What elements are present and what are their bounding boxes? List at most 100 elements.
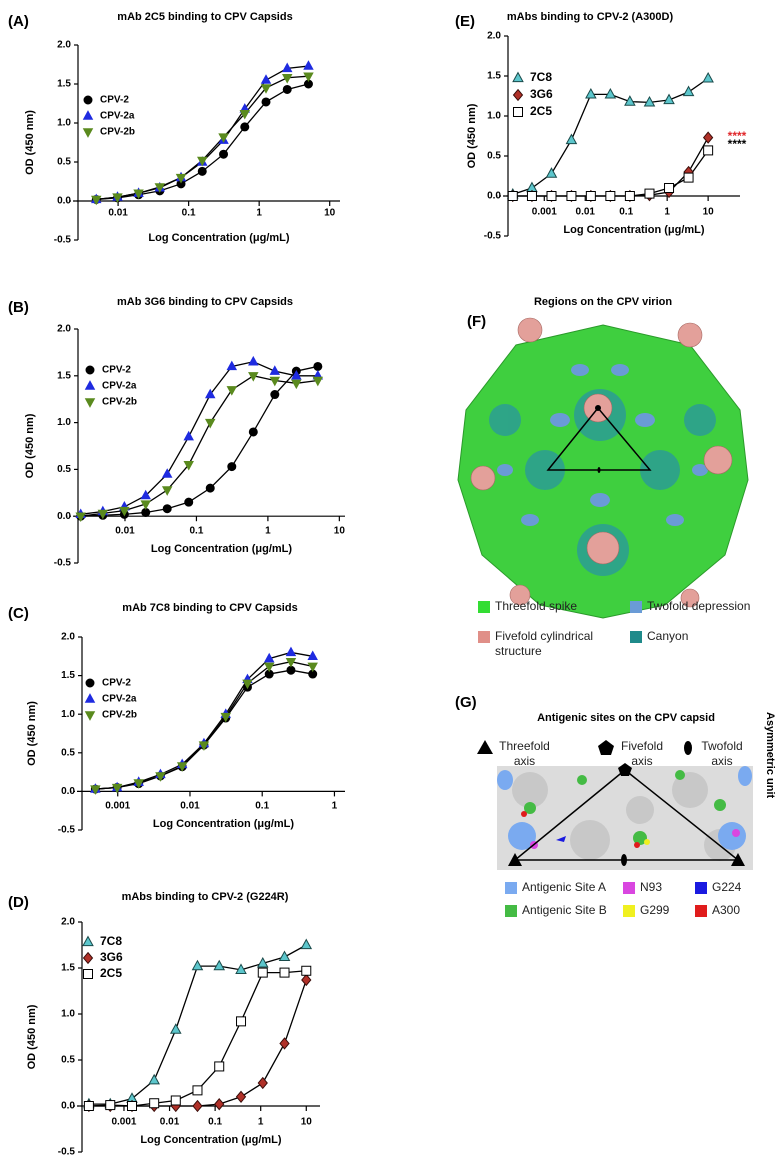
marker: [292, 380, 301, 388]
x-tick-label: 1: [265, 526, 271, 537]
series-line: [513, 138, 708, 196]
x-axis-label: Log Concentration (μg/mL): [140, 1134, 281, 1146]
y-tick-label: -0.5: [54, 558, 72, 569]
marker: [262, 98, 270, 106]
y-tick-label: 0.5: [61, 1055, 75, 1066]
marker: [302, 966, 311, 975]
marker: [249, 428, 257, 436]
panel-label: (F): [467, 313, 486, 330]
marker: [586, 192, 595, 201]
marker: [206, 484, 214, 492]
y-axis-label: OD (450 nm): [26, 701, 38, 766]
x-tick-label: 0.01: [160, 1117, 180, 1128]
y-tick-label: 0.0: [57, 196, 71, 207]
legend-marker: [84, 129, 93, 137]
y-tick-label: 1.0: [487, 111, 501, 122]
legend-marker: [86, 399, 95, 407]
y-tick-label: 0.0: [487, 191, 501, 202]
marker: [625, 192, 634, 201]
x-tick-label: 0.1: [189, 526, 203, 537]
legend-marker: [83, 937, 93, 946]
chart-title: mAb 2C5 binding to CPV Capsids: [117, 11, 292, 23]
panel-title: Regions on the CPV virion: [534, 296, 672, 308]
legend-marker: [84, 953, 93, 964]
y-tick-label: 0.5: [57, 157, 71, 168]
marker: [163, 469, 172, 477]
legend-swatch: [505, 905, 517, 917]
marker: [586, 89, 596, 98]
y-tick-label: 1.0: [57, 417, 71, 428]
marker: [703, 73, 713, 82]
legend-swatch: [630, 631, 642, 643]
marker: [301, 940, 311, 949]
x-tick-label: 0.1: [619, 207, 633, 218]
marker: [149, 1075, 159, 1084]
marker: [508, 192, 517, 201]
legend-marker: [84, 970, 93, 979]
marker: [258, 1078, 267, 1089]
x-tick-label: 10: [703, 207, 715, 218]
marker: [302, 975, 311, 986]
legend-label: CPV-2: [102, 365, 131, 376]
marker: [265, 663, 274, 671]
marker: [237, 1017, 246, 1026]
legend-swatch: [630, 601, 642, 613]
panel-label: (B): [8, 299, 29, 316]
marker: [547, 168, 557, 177]
legend-marker: [513, 73, 523, 82]
marker: [198, 167, 206, 175]
marker: [193, 1101, 202, 1112]
marker: [106, 1101, 115, 1110]
legend-label: CPV-2a: [100, 111, 135, 122]
marker: [308, 663, 317, 671]
legend-swatch: [478, 631, 490, 643]
x-tick-label: 0.001: [532, 207, 557, 218]
chart-title: mAb 7C8 binding to CPV Capsids: [122, 602, 297, 614]
chart-title: mAbs binding to CPV-2 (A300D): [507, 11, 674, 23]
x-tick-label: 1: [664, 207, 670, 218]
axis-symbol-label: Fivefold axis: [616, 739, 668, 769]
marker: [215, 1062, 224, 1071]
x-tick-label: 0.001: [111, 1117, 136, 1128]
y-tick-label: -0.5: [484, 231, 502, 242]
legend-label: G224: [712, 880, 741, 895]
marker: [228, 463, 236, 471]
y-tick-label: 1.5: [61, 963, 75, 974]
panel-label: (A): [8, 13, 29, 30]
series-line: [95, 652, 312, 789]
x-tick-label: 1: [256, 208, 262, 219]
marker: [150, 1099, 159, 1108]
legend-marker: [86, 381, 95, 389]
chart-title: mAbs binding to CPV-2 (G224R): [122, 891, 289, 903]
panel-label: (G): [455, 694, 477, 711]
chart-title: mAb 3G6 binding to CPV Capsids: [117, 296, 293, 308]
side-label: Asymmetric unit: [764, 712, 776, 799]
legend-label: Fivefold cylindrical structure: [495, 629, 625, 659]
marker: [704, 132, 713, 143]
x-tick-label: 0.01: [115, 526, 135, 537]
marker: [606, 192, 615, 201]
y-tick-label: 1.5: [61, 670, 75, 681]
y-tick-label: 0.0: [61, 786, 75, 797]
marker: [171, 1096, 180, 1105]
legend-swatch: [478, 601, 490, 613]
marker: [84, 1102, 93, 1111]
panel-label: (D): [8, 894, 29, 911]
legend-label: 3G6: [100, 950, 123, 964]
x-tick-label: 10: [324, 208, 336, 219]
marker: [241, 123, 249, 131]
marker: [280, 968, 289, 977]
y-tick-label: 1.0: [61, 709, 75, 720]
legend-label: 7C8: [100, 934, 122, 948]
legend-swatch: [695, 882, 707, 894]
legend-label: 2C5: [100, 966, 122, 980]
series-line: [513, 150, 708, 196]
y-tick-label: 2.0: [61, 632, 75, 643]
y-tick-label: 0.0: [57, 511, 71, 522]
y-tick-label: 1.5: [487, 71, 501, 82]
y-axis-label: OD (450 nm): [24, 110, 36, 175]
marker: [645, 189, 654, 198]
marker: [220, 150, 228, 158]
x-tick-label: 0.01: [576, 207, 596, 218]
legend-label: CPV-2a: [102, 694, 137, 705]
